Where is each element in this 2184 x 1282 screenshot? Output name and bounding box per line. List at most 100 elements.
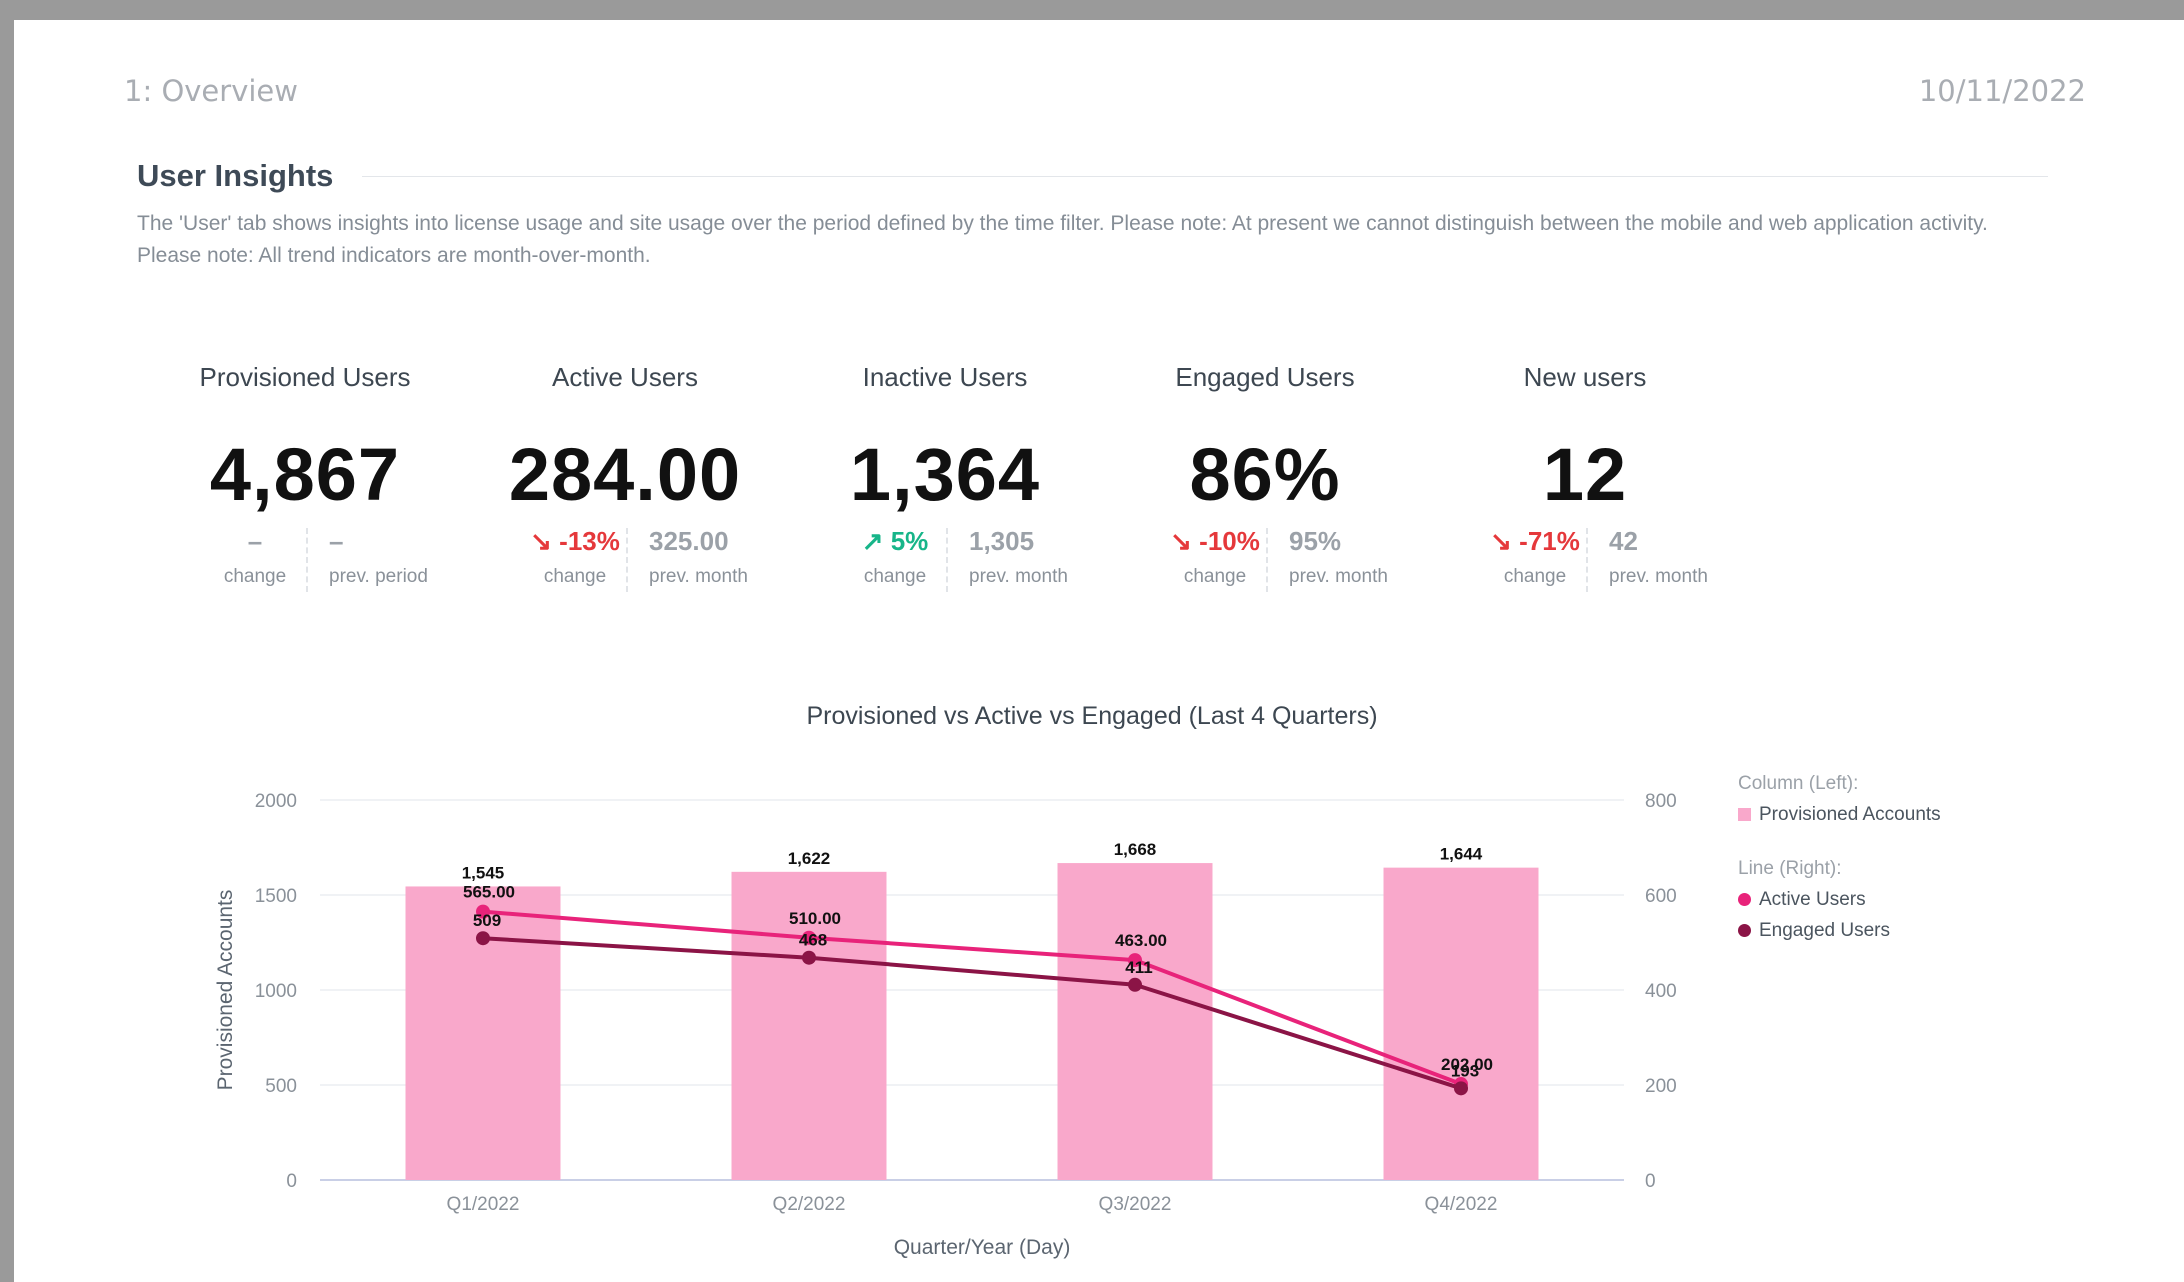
data-point — [802, 930, 816, 945]
legend-label: Engaged Users — [1759, 920, 1890, 941]
legend-swatch-square-icon — [1738, 808, 1751, 821]
kpi-prev-value: – — [329, 526, 344, 556]
section-description: The 'User' tab shows insights into licen… — [137, 212, 1988, 267]
legend-item-provisioned[interactable]: Provisioned Accounts — [1738, 804, 1941, 826]
section-title: User Insights — [137, 158, 334, 193]
kpi-prev-label: prev. month — [649, 566, 748, 587]
kpi-divider — [1586, 528, 1588, 592]
y2-tick-label: 0 — [1645, 1171, 1656, 1192]
kpi-change: – — [185, 526, 325, 557]
data-label: 1,644 — [1440, 845, 1483, 864]
bar — [1057, 863, 1213, 1180]
kpi-change: ↘ -10% — [1145, 526, 1285, 557]
section-divider — [362, 176, 2048, 177]
data-label: 1,545 — [462, 863, 505, 882]
kpi-value: 86% — [1189, 433, 1341, 516]
kpi-change: ↗ 5% — [825, 526, 965, 557]
kpi-card: New users 12 ↘ -71% change 42 prev. mont… — [1425, 340, 1745, 592]
kpi-change-label: change — [543, 566, 607, 587]
kpi-value: 4,867 — [209, 433, 401, 516]
kpi-label: Active Users — [552, 362, 698, 392]
kpi-prev-value: 1,305 — [969, 526, 1035, 556]
series-line — [482, 909, 1462, 1086]
kpi-change-value: -13% — [559, 526, 620, 556]
kpi-prev-value: 325.00 — [649, 526, 729, 556]
kpi-divider — [626, 528, 628, 592]
data-label: 565.00 — [463, 883, 515, 902]
y2-tick-label: 800 — [1645, 791, 1677, 812]
kpi-prev-label: prev. period — [329, 566, 428, 587]
bar — [731, 871, 887, 1180]
bar — [405, 886, 561, 1180]
legend-column-heading: Column (Left): — [1738, 773, 1859, 794]
kpi-prev-label: prev. month — [1289, 566, 1388, 587]
x-tick-label: Q2/2022 — [773, 1194, 846, 1215]
x-axis-title: Quarter/Year (Day) — [894, 1236, 1071, 1259]
kpi-card: Inactive Users 1,364 ↗ 5% change 1,305 p… — [785, 340, 1105, 592]
data-point — [1128, 953, 1142, 968]
data-point — [802, 950, 816, 965]
data-label: 411 — [1125, 958, 1152, 977]
data-point — [1454, 1081, 1468, 1096]
trend-down-arrow-icon: ↘ — [1490, 526, 1512, 556]
kpi-prev-value: 95% — [1289, 526, 1342, 556]
kpi-divider — [1266, 528, 1268, 592]
kpi-value: 12 — [1542, 433, 1628, 516]
y2-tick-label: 200 — [1645, 1076, 1677, 1097]
data-label: 468 — [799, 931, 827, 950]
x-tick-label: Q4/2022 — [1425, 1194, 1498, 1215]
data-point — [476, 931, 490, 946]
data-label: 1,622 — [788, 849, 831, 868]
kpi-change-value: -71% — [1519, 526, 1580, 556]
kpi-label: Provisioned Users — [199, 362, 411, 392]
kpi-divider — [946, 528, 948, 592]
kpi-card: Provisioned Users 4,867 – change – prev.… — [145, 340, 465, 592]
y-tick-label: 1000 — [255, 981, 297, 1002]
data-label: 463.00 — [1115, 931, 1167, 950]
y2-tick-label: 600 — [1645, 886, 1677, 907]
y-tick-label: 2000 — [255, 791, 297, 812]
kpi-card: Active Users 284.00 ↘ -13% change 325.00… — [465, 340, 785, 592]
legend-item-engaged-users[interactable]: Engaged Users — [1738, 920, 1890, 942]
legend-swatch-dot-icon — [1738, 893, 1751, 906]
kpi-prev-value: 42 — [1609, 526, 1638, 556]
legend-item-active-users[interactable]: Active Users — [1738, 889, 1866, 911]
kpi-change: ↘ -71% — [1465, 526, 1605, 557]
kpi-value: 1,364 — [849, 433, 1041, 516]
kpi-prev-label: prev. month — [1609, 566, 1708, 587]
x-tick-label: Q1/2022 — [447, 1194, 520, 1215]
kpi-change-value: -10% — [1199, 526, 1260, 556]
kpi-change: ↘ -13% — [505, 526, 645, 557]
report-date: 10/11/2022 — [1918, 74, 2086, 108]
bar — [1383, 867, 1539, 1180]
kpi-card: Engaged Users 86% ↘ -10% change 95% prev… — [1105, 340, 1425, 592]
legend-line-heading: Line (Right): — [1738, 858, 1842, 879]
kpi-prev-label: prev. month — [969, 566, 1068, 587]
kpi-label: New users — [1523, 362, 1647, 392]
legend-label: Active Users — [1759, 889, 1866, 910]
page-tab-title: 1: Overview — [124, 74, 298, 108]
x-tick-label: Q3/2022 — [1099, 1194, 1172, 1215]
data-label: 202.00 — [1441, 1055, 1493, 1074]
data-label: 510.00 — [789, 909, 841, 928]
trend-down-arrow-icon: ↘ — [1170, 526, 1192, 556]
kpi-change-value: – — [247, 526, 263, 556]
y-tick-label: 500 — [265, 1076, 297, 1097]
trend-down-arrow-icon: ↘ — [530, 526, 552, 556]
kpi-change-label: change — [223, 566, 287, 587]
y-tick-label: 1500 — [255, 886, 297, 907]
legend-label: Provisioned Accounts — [1759, 804, 1941, 825]
data-label: 193 — [1451, 1061, 1479, 1080]
trend-up-arrow-icon: ↗ — [861, 526, 884, 556]
kpi-value: 284.00 — [508, 433, 742, 516]
kpi-change-value: 5% — [890, 526, 929, 556]
kpi-label: Engaged Users — [1175, 362, 1355, 392]
y-axis-title: Provisioned Accounts — [214, 890, 237, 1091]
kpi-divider — [306, 528, 308, 592]
y2-tick-label: 400 — [1645, 981, 1677, 1002]
data-label: 509 — [473, 911, 501, 930]
data-label: 1,668 — [1114, 840, 1157, 859]
chart-title: Provisioned vs Active vs Engaged (Last 4… — [806, 702, 1378, 730]
data-point — [1128, 977, 1142, 992]
data-point — [476, 904, 490, 919]
